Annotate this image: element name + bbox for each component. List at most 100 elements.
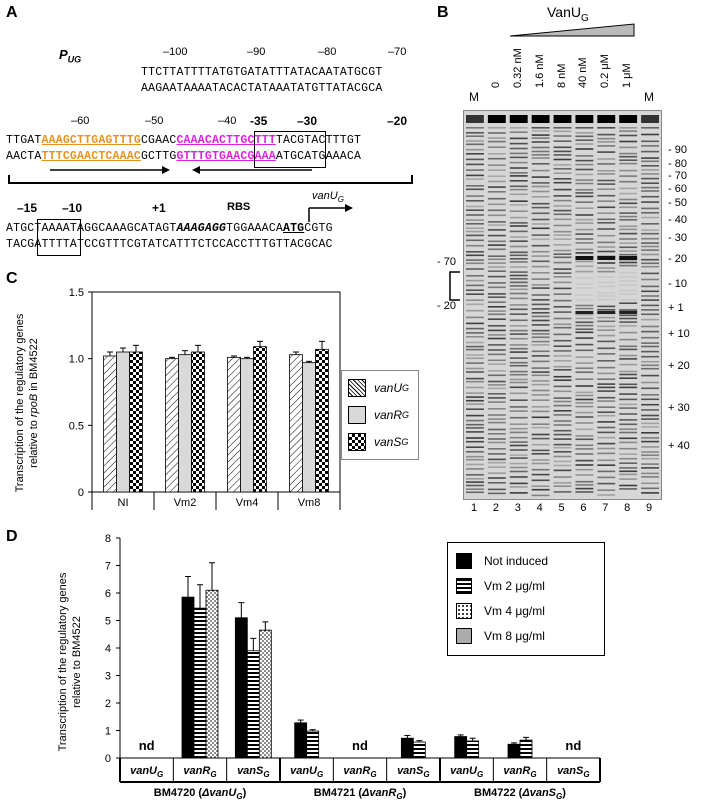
gel-band — [619, 140, 638, 143]
inverted-repeat-arrows — [50, 166, 312, 174]
gel-band — [553, 485, 572, 487]
gel-bracket-icon — [449, 271, 460, 301]
y-tick-label: 0 — [105, 753, 111, 765]
group-label: vanUG — [130, 765, 163, 779]
gel-band — [619, 470, 638, 473]
gel-left-label: - 20 — [437, 300, 456, 312]
gel-band — [553, 146, 572, 149]
gel-marker-label: + 20 — [668, 360, 690, 372]
gel-band — [575, 127, 594, 129]
gel-band — [641, 381, 659, 384]
gel-band — [509, 216, 528, 219]
gel-band — [641, 476, 659, 478]
gel-band — [531, 134, 550, 136]
gel-band — [466, 468, 484, 470]
gel-band — [597, 406, 616, 408]
gel-band — [597, 464, 616, 466]
bar — [253, 346, 267, 493]
gel-band — [641, 342, 659, 344]
gel-band — [531, 459, 550, 461]
gel-band — [575, 405, 594, 408]
gel-band — [487, 461, 506, 464]
gel-band — [553, 451, 572, 453]
gel-band — [619, 180, 638, 183]
gel-band — [575, 189, 594, 191]
gel-band — [509, 152, 528, 155]
gel-band — [487, 363, 506, 365]
gel-band — [487, 221, 506, 223]
gel-band — [487, 329, 506, 332]
gel-band — [619, 225, 638, 228]
gel-band — [597, 340, 616, 343]
gel-band — [641, 387, 659, 390]
gel-band — [641, 403, 659, 406]
gel-band — [487, 275, 506, 278]
gel-band — [641, 414, 659, 417]
gel-band — [597, 383, 616, 385]
gel-band — [575, 277, 594, 279]
y-tick-label: 0 — [78, 487, 84, 499]
gel-band — [487, 244, 506, 246]
gel-band — [619, 187, 638, 190]
gel-band — [553, 130, 572, 133]
gel-band — [575, 337, 594, 339]
gel-band — [597, 325, 616, 328]
bar — [205, 589, 219, 759]
gel-band — [509, 441, 528, 443]
gel-band — [597, 305, 616, 308]
sequence-top-1: TTCTTATTTTATGTGATATTTATACAATATGCGT — [141, 66, 383, 79]
gel-band — [619, 363, 638, 366]
y-tick-label: 7 — [105, 561, 111, 573]
gel-band — [531, 250, 550, 253]
gel-band — [575, 422, 594, 424]
gel-band — [619, 152, 638, 155]
gel-band — [575, 313, 594, 316]
gel-well — [553, 115, 572, 123]
gel-band — [487, 270, 506, 272]
panel-c-letter: C — [6, 270, 18, 287]
gel-band — [509, 222, 528, 224]
gel-band — [597, 194, 616, 197]
gel-band — [575, 218, 594, 221]
gel-band — [641, 463, 659, 465]
gel-band — [553, 224, 572, 227]
gel-band — [553, 317, 572, 320]
gel-band — [487, 428, 506, 431]
gel-band — [619, 192, 638, 195]
gel-band — [597, 442, 616, 445]
group-label: vanRG — [343, 765, 376, 779]
gel-band — [466, 399, 484, 402]
gel-band — [553, 460, 572, 463]
gel-marker-label: - 10 — [668, 278, 687, 290]
gel-band — [575, 356, 594, 358]
y-tick-label: 1.0 — [69, 354, 84, 366]
gel-band — [466, 262, 484, 265]
gel-band — [619, 393, 638, 395]
gel-band — [575, 487, 594, 490]
gel-band — [531, 350, 550, 353]
gel-band — [531, 394, 550, 396]
gel-band — [509, 185, 528, 188]
gel-band — [575, 201, 594, 203]
gel-band — [466, 367, 484, 370]
gel-band — [575, 468, 594, 471]
gel-band — [466, 178, 484, 180]
gel-band — [509, 392, 528, 395]
y-tick-label: 1.5 — [69, 287, 84, 299]
gel-band — [531, 329, 550, 332]
gel-band — [575, 139, 594, 141]
gel-band — [619, 407, 638, 409]
legend-entry: Vm 4 μg/ml — [456, 603, 545, 619]
gel-band — [619, 345, 638, 348]
gel-band — [597, 459, 616, 462]
gel-band — [553, 281, 572, 284]
gel-band — [597, 431, 616, 434]
gel-band — [487, 408, 506, 410]
gel-band — [531, 182, 550, 184]
gel-band — [553, 311, 572, 313]
gel-band — [487, 175, 506, 178]
pos-label-bold: -35 — [250, 114, 268, 128]
gel-band — [553, 249, 572, 252]
gel-band — [531, 473, 550, 476]
gel-band — [619, 457, 638, 460]
